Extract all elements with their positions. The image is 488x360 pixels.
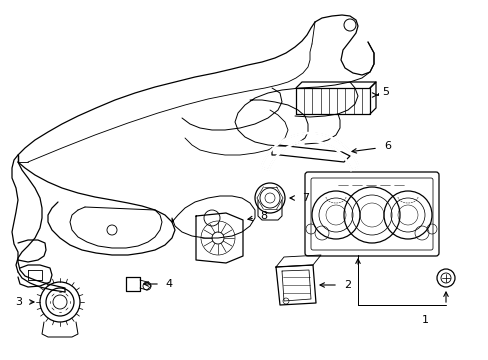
Text: 5: 5 [381,87,388,97]
Text: 7: 7 [302,193,308,203]
Text: 6: 6 [383,141,390,151]
Text: 3: 3 [15,297,22,307]
Text: 4: 4 [164,279,172,289]
Text: 2: 2 [343,280,350,290]
Text: 8: 8 [260,211,266,221]
Text: 1: 1 [421,315,427,325]
